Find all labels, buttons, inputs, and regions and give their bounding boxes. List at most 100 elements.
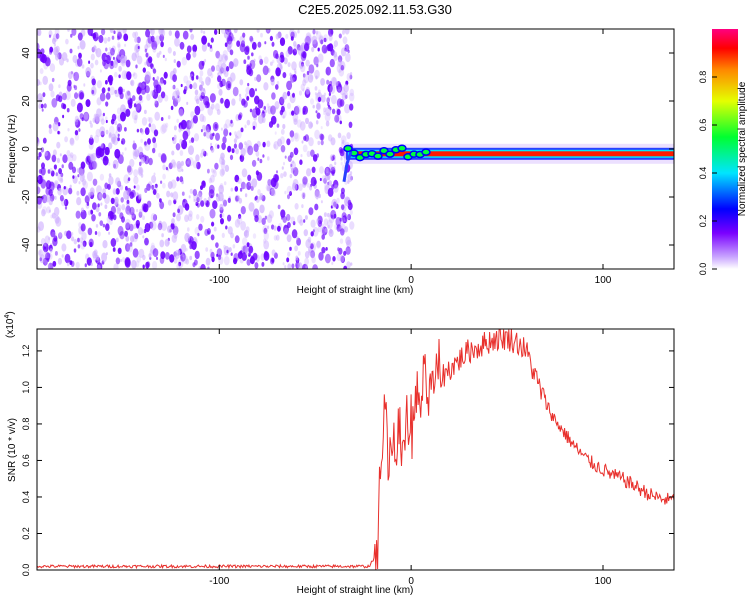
noise-speckle bbox=[170, 179, 177, 189]
noise-speckle bbox=[259, 58, 264, 65]
noise-speckle bbox=[53, 164, 58, 170]
noise-speckle bbox=[204, 125, 210, 134]
noise-speckle bbox=[263, 82, 269, 91]
noise-speckle bbox=[152, 248, 159, 258]
noise-speckle bbox=[150, 220, 157, 231]
noise-speckle bbox=[215, 242, 219, 249]
noise-speckle bbox=[336, 83, 343, 93]
noise-speckle bbox=[112, 159, 119, 170]
noise-speckle bbox=[291, 263, 295, 269]
noise-speckle bbox=[208, 77, 211, 82]
noise-speckle bbox=[121, 70, 128, 80]
noise-speckle bbox=[137, 227, 143, 236]
noise-speckle bbox=[216, 194, 221, 202]
y-multiplier-exponent: 4 bbox=[4, 315, 11, 319]
noise-speckle bbox=[333, 184, 339, 193]
noise-speckle bbox=[81, 64, 85, 69]
noise-speckle bbox=[59, 153, 62, 157]
noise-speckle bbox=[218, 54, 223, 62]
noise-speckle bbox=[133, 103, 137, 108]
noise-speckle bbox=[131, 213, 136, 221]
noise-speckle bbox=[107, 75, 113, 83]
noise-speckle bbox=[315, 120, 319, 125]
noise-speckle bbox=[292, 77, 295, 82]
noise-speckle bbox=[323, 37, 327, 43]
noise-speckle bbox=[271, 249, 276, 256]
noise-speckle bbox=[282, 115, 285, 119]
noise-speckle bbox=[198, 60, 205, 70]
noise-speckle bbox=[305, 32, 312, 42]
noise-speckle bbox=[202, 115, 207, 123]
noise-speckle bbox=[200, 263, 206, 269]
noise-speckle bbox=[266, 140, 271, 148]
noise-speckle bbox=[324, 166, 331, 177]
noise-speckle bbox=[317, 53, 324, 63]
noise-speckle bbox=[244, 93, 248, 98]
noise-speckle bbox=[305, 88, 310, 95]
noise-speckle bbox=[286, 185, 293, 195]
noise-speckle bbox=[74, 92, 79, 99]
noise-speckle bbox=[71, 29, 77, 36]
noise-speckle bbox=[310, 122, 314, 128]
noise-speckle bbox=[185, 158, 192, 167]
noise-speckle bbox=[111, 35, 115, 40]
noise-speckle bbox=[193, 133, 200, 142]
noise-speckle bbox=[140, 128, 145, 135]
noise-speckle bbox=[97, 231, 101, 237]
noise-speckle bbox=[124, 258, 131, 268]
noise-speckle bbox=[95, 47, 102, 58]
noise-speckle bbox=[217, 59, 223, 68]
noise-speckle bbox=[346, 132, 351, 140]
noise-speckle bbox=[144, 74, 151, 84]
noise-speckle bbox=[321, 44, 328, 54]
noise-speckle bbox=[259, 204, 265, 214]
noise-speckle bbox=[327, 95, 331, 101]
colorbar-tick-label: 0.2 bbox=[698, 215, 708, 228]
noise-speckle bbox=[266, 103, 270, 108]
noise-speckle bbox=[171, 85, 175, 90]
noise-speckle bbox=[275, 67, 281, 77]
noise-speckle bbox=[312, 104, 315, 109]
noise-speckle bbox=[305, 59, 310, 67]
noise-speckle bbox=[301, 140, 304, 144]
noise-speckle bbox=[125, 90, 132, 101]
noise-speckle bbox=[233, 257, 238, 265]
noise-speckle bbox=[98, 147, 105, 158]
noise-speckle bbox=[264, 109, 267, 114]
noise-speckle bbox=[54, 215, 60, 224]
noise-speckle bbox=[103, 37, 108, 44]
noise-speckle bbox=[234, 186, 239, 192]
noise-speckle bbox=[161, 221, 168, 231]
noise-speckle bbox=[147, 138, 151, 145]
svg-text:(x104): (x104) bbox=[4, 311, 16, 338]
noise-speckle bbox=[304, 43, 309, 52]
noise-speckle bbox=[134, 31, 139, 38]
noise-speckle bbox=[240, 127, 244, 133]
noise-speckle bbox=[90, 209, 94, 215]
top-x-tick-label: 0 bbox=[408, 275, 414, 286]
noise-speckle bbox=[172, 212, 176, 218]
noise-speckle bbox=[49, 63, 56, 73]
noise-speckle bbox=[44, 151, 48, 157]
noise-speckle bbox=[187, 213, 193, 222]
bottom-y-tick-label: 0.0 bbox=[21, 564, 31, 577]
noise-speckle bbox=[239, 93, 242, 98]
noise-speckle bbox=[135, 103, 142, 113]
noise-speckle bbox=[331, 261, 334, 265]
noise-speckle bbox=[312, 264, 318, 269]
noise-speckle bbox=[146, 93, 151, 101]
noise-speckle bbox=[255, 170, 259, 176]
noise-speckle bbox=[82, 180, 88, 190]
noise-speckle bbox=[212, 132, 215, 137]
noise-speckle bbox=[158, 220, 163, 228]
bottom-y-tick-label: 0.8 bbox=[21, 418, 31, 431]
noise-speckle bbox=[343, 91, 348, 99]
noise-speckle bbox=[224, 164, 230, 172]
top-y-tick-label: -20 bbox=[21, 189, 32, 204]
noise-speckle bbox=[172, 95, 175, 101]
noise-speckle bbox=[246, 242, 250, 248]
noise-speckle bbox=[272, 59, 275, 64]
noise-speckle bbox=[62, 103, 67, 110]
noise-speckle bbox=[160, 153, 167, 163]
noise-speckle bbox=[77, 174, 80, 178]
